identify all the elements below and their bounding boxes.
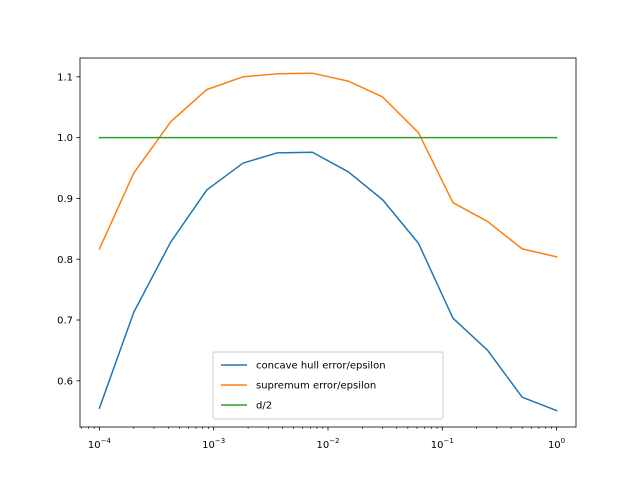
x-axis: 10−4 10−3 10−2 10−1 100 (81, 427, 565, 451)
legend: concave hull error/epsilon supremum error… (212, 351, 444, 420)
y-axis: 0.6 0.7 0.8 0.9 1.0 1.1 (57, 72, 80, 387)
y-tick-label: 1.1 (57, 72, 73, 83)
legend-label-0: concave hull error/epsilon (256, 361, 386, 372)
legend-label-1: supremum error/epsilon (256, 381, 376, 392)
y-tick-label: 0.6 (57, 376, 73, 387)
y-tick-label: 1.0 (57, 133, 73, 144)
x-tick-label: 10−2 (316, 437, 339, 451)
x-tick-label: 10−4 (88, 437, 112, 451)
y-tick-label: 0.8 (57, 255, 73, 266)
legend-label-2: d/2 (256, 401, 272, 412)
legend-box (212, 351, 444, 420)
y-tick-label: 0.9 (57, 194, 73, 205)
series-line-1 (98, 72, 558, 258)
series-layer (98, 72, 558, 412)
y-tick-label: 0.7 (57, 316, 73, 327)
x-tick-label: 10−1 (431, 437, 454, 451)
x-tick-label: 100 (548, 437, 565, 451)
series-line-0 (98, 151, 558, 412)
x-tick-label: 10−3 (202, 437, 225, 451)
